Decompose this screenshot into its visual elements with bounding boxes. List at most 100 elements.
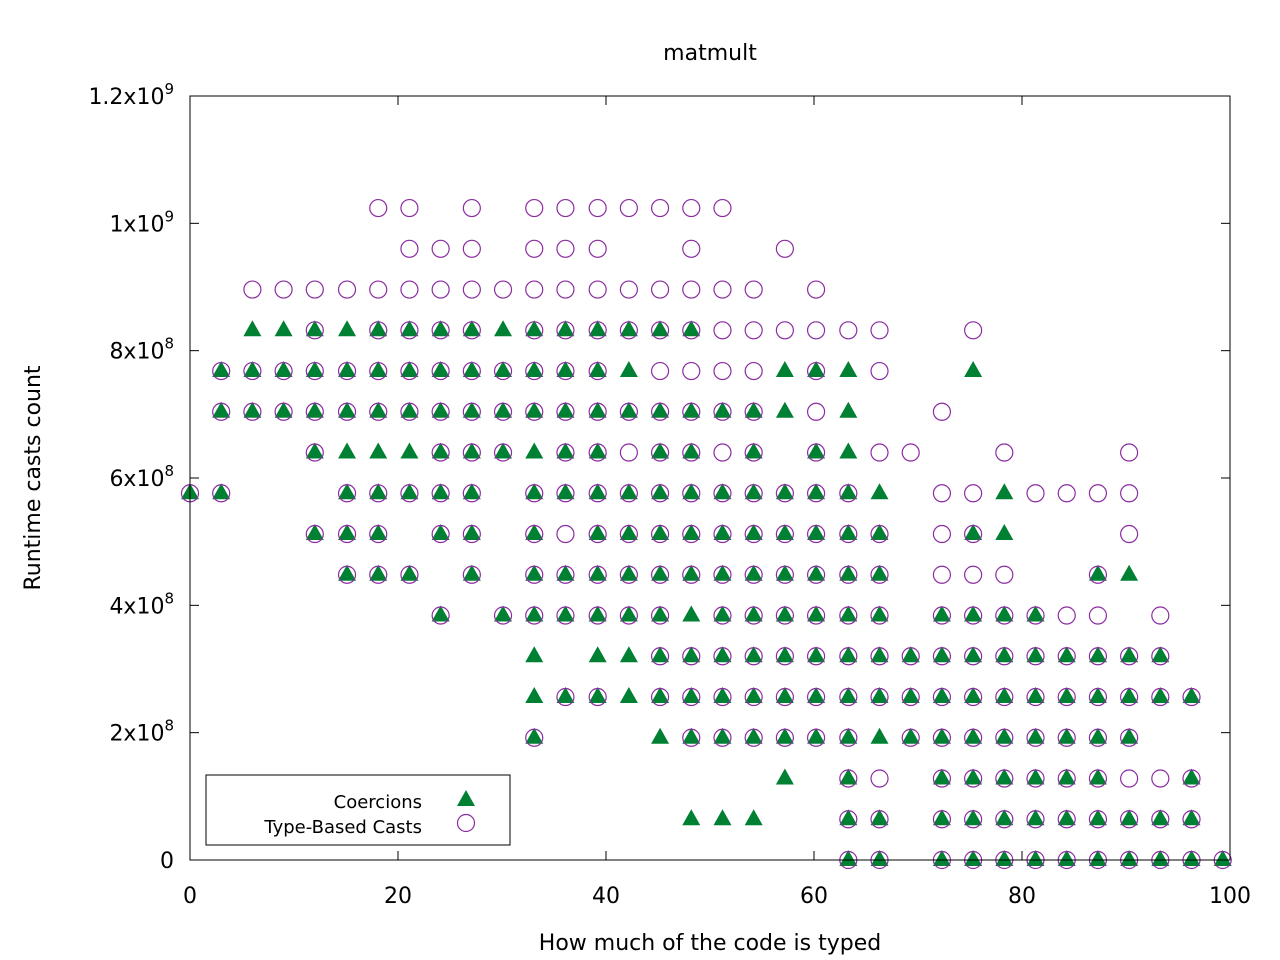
data-point-type-based-casts xyxy=(556,402,575,421)
data-point-coercions xyxy=(619,687,638,704)
data-point-coercions xyxy=(651,483,670,500)
data-point-type-based-casts xyxy=(1026,687,1045,707)
data-point-type-based-casts xyxy=(775,728,794,747)
data-point-coercions xyxy=(525,361,544,378)
y-tick-label: 0 xyxy=(160,849,174,874)
data-point-type-based-casts xyxy=(964,769,983,788)
data-point-coercions xyxy=(1026,687,1045,704)
data-point-type-based-casts xyxy=(870,769,889,788)
data-point-coercions xyxy=(619,524,638,541)
data-point-type-based-casts xyxy=(588,687,607,707)
data-point-type-based-casts xyxy=(744,524,763,544)
data-point-type-based-casts xyxy=(839,321,858,340)
data-point-coercions xyxy=(682,605,701,622)
data-point-coercions xyxy=(243,320,262,337)
legend-label-coercions: Coercions xyxy=(334,792,422,813)
data-point-type-based-casts xyxy=(1182,769,1201,788)
data-point-type-based-casts xyxy=(682,198,701,218)
data-point-coercions xyxy=(494,361,513,378)
data-point-type-based-casts xyxy=(744,280,763,299)
data-point-coercions xyxy=(431,442,450,459)
data-point-type-based-casts xyxy=(1151,687,1170,707)
data-point-coercions xyxy=(588,361,607,378)
y-tick-label-base: 6x10 xyxy=(109,467,164,492)
data-point-coercions xyxy=(588,442,607,459)
y-tick-label-base: 4x10 xyxy=(109,594,164,619)
data-point-type-based-casts xyxy=(619,524,638,544)
data-point-coercions xyxy=(1026,850,1045,866)
data-point-type-based-casts xyxy=(839,606,858,625)
data-point-coercions xyxy=(369,442,388,459)
data-point-coercions xyxy=(619,401,638,418)
data-point-type-based-casts xyxy=(588,361,607,381)
data-point-coercions xyxy=(870,687,889,704)
data-point-type-based-casts xyxy=(462,361,481,381)
data-point-type-based-casts xyxy=(1120,443,1139,462)
data-point-coercions xyxy=(651,605,670,622)
data-point-type-based-casts xyxy=(682,402,701,421)
data-point-type-based-casts xyxy=(964,606,983,625)
data-point-coercions xyxy=(932,727,951,744)
data-point-type-based-casts xyxy=(964,647,983,666)
data-point-coercions xyxy=(556,442,575,459)
data-point-coercions xyxy=(588,687,607,704)
data-point-type-based-casts xyxy=(369,402,388,421)
data-point-type-based-casts xyxy=(839,728,858,747)
legend-box xyxy=(205,774,511,846)
data-point-coercions xyxy=(839,361,858,378)
data-point-coercions xyxy=(1057,687,1076,704)
data-point-coercions xyxy=(964,727,983,744)
data-point-type-based-casts xyxy=(744,647,763,666)
data-point-type-based-casts xyxy=(556,524,575,544)
data-point-coercions xyxy=(744,646,763,663)
data-point-type-based-casts xyxy=(1088,810,1108,829)
data-point-type-based-casts xyxy=(713,565,732,584)
data-point-coercions xyxy=(274,320,293,337)
data-point-type-based-casts xyxy=(682,321,701,340)
data-point-coercions xyxy=(839,727,858,744)
data-point-type-based-casts xyxy=(462,565,481,584)
data-point-coercions xyxy=(431,483,450,500)
data-point-type-based-casts xyxy=(932,524,952,544)
data-point-coercions xyxy=(1057,646,1076,663)
data-point-coercions xyxy=(400,442,419,459)
data-point-type-based-casts xyxy=(901,687,920,707)
data-point-coercions xyxy=(744,442,763,459)
y-tick-label: 4x108 xyxy=(109,589,174,619)
data-point-coercions xyxy=(870,605,889,622)
data-point-type-based-casts xyxy=(243,361,262,381)
data-point-type-based-casts xyxy=(525,606,544,625)
data-point-type-based-casts xyxy=(650,321,670,340)
data-point-type-based-casts xyxy=(1026,728,1045,747)
data-point-type-based-casts xyxy=(775,524,794,544)
data-point-coercions xyxy=(807,564,826,581)
data-point-type-based-casts xyxy=(932,565,952,584)
data-point-coercions xyxy=(839,483,858,500)
data-point-type-based-casts xyxy=(462,443,481,462)
data-point-type-based-casts xyxy=(1151,769,1170,788)
data-point-type-based-casts xyxy=(713,198,732,218)
data-point-type-based-casts xyxy=(964,728,983,747)
data-point-type-based-casts xyxy=(274,402,293,421)
data-point-coercions xyxy=(839,564,858,581)
data-point-coercions xyxy=(932,850,951,866)
chart-title: matmult xyxy=(663,41,757,66)
data-point-coercions xyxy=(995,524,1014,541)
data-point-coercions xyxy=(807,442,826,459)
data-point-coercions xyxy=(1088,768,1107,785)
data-point-type-based-casts xyxy=(1057,606,1076,625)
data-point-type-based-casts xyxy=(775,484,794,503)
data-point-coercions xyxy=(1120,727,1139,744)
data-point-type-based-casts xyxy=(556,443,575,462)
data-point-type-based-casts xyxy=(525,280,544,299)
data-point-coercions xyxy=(369,401,388,418)
data-point-type-based-casts xyxy=(305,280,324,299)
data-point-coercions xyxy=(556,401,575,418)
data-point-type-based-casts xyxy=(650,402,670,421)
x-tick-label: 40 xyxy=(592,884,620,909)
data-point-coercions xyxy=(1120,687,1139,704)
data-point-coercions xyxy=(1182,687,1201,704)
data-point-coercions xyxy=(651,727,670,744)
data-point-type-based-casts xyxy=(650,280,670,299)
data-point-coercions xyxy=(775,646,794,663)
